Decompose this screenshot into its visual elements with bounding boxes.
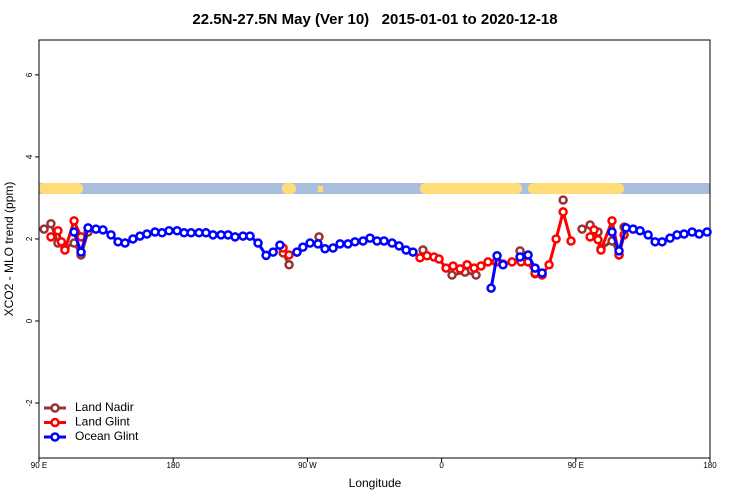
point [120,238,130,248]
point [455,264,465,274]
point [408,247,418,257]
point [607,227,617,237]
plot-frame [38,39,711,459]
point [577,224,587,234]
point [350,237,360,247]
point [208,230,218,240]
point [566,236,576,246]
point [261,250,271,261]
point [447,270,457,280]
point [46,232,56,242]
point [230,232,240,242]
point [589,225,599,235]
point [56,237,67,247]
point [394,241,404,251]
point [492,251,502,261]
point [328,243,338,253]
chart-title: 22.5N-27.5N May (Ver 10) 2015-01-01 to 2… [192,11,557,28]
point [284,250,294,260]
point [284,260,294,270]
point [313,239,323,249]
point [39,224,49,234]
point [515,252,525,262]
point [53,225,63,236]
point [657,237,667,247]
point [98,225,108,235]
x-tick-label: 90 W [298,461,317,470]
point [585,232,595,242]
point [507,257,517,267]
map-strip [39,183,710,194]
point [486,283,496,293]
point [268,247,278,257]
point [614,246,624,256]
y-tick-label: 2 [25,236,34,241]
point [593,235,603,245]
y-tick-label: 4 [25,154,34,159]
point [498,260,508,270]
point [665,233,675,243]
point [607,216,617,226]
point [483,257,493,267]
point [537,268,547,278]
point [60,245,70,255]
x-tick-label: 180 [167,461,181,470]
point [530,263,540,273]
point [106,230,116,240]
point [69,216,79,226]
point [69,227,79,237]
legend-marker [50,432,60,442]
point [702,227,712,237]
point [596,245,606,255]
y-tick-label: -2 [25,399,34,407]
x-axis-label: Longitude [349,476,402,490]
point [335,239,345,249]
x-tick-label: 90 E [568,461,584,470]
point [694,229,704,239]
point [186,228,196,238]
y-tick-label: 6 [25,72,34,77]
point [142,229,152,239]
point [379,236,389,246]
point [320,244,330,254]
point [253,238,263,248]
legend-label: Ocean Glint [75,429,139,443]
point [164,225,174,236]
point [298,242,308,252]
x-tick-label: 90 E [31,461,47,470]
point [679,229,689,239]
point [275,240,285,250]
legend-marker [50,403,60,413]
point [46,219,56,229]
point [558,195,568,205]
point [292,247,302,257]
point [83,223,93,233]
x-tick-label: 180 [703,461,717,470]
point [305,238,315,248]
point [558,207,568,217]
legend-marker [50,417,60,428]
point [544,260,554,270]
point [635,225,645,236]
y-axis-label: XCO2 - MLO trend (ppm) [2,182,16,317]
point [523,250,533,260]
point [462,260,472,270]
point [551,234,561,244]
point [245,231,255,241]
point [434,254,444,264]
point [643,230,653,240]
legend-label: Land Nadir [75,400,134,414]
legend-label: Land Glint [75,415,130,429]
point [76,247,86,257]
y-tick-label: 0 [25,318,34,323]
x-tick-label: 0 [439,461,444,470]
point [476,261,486,271]
